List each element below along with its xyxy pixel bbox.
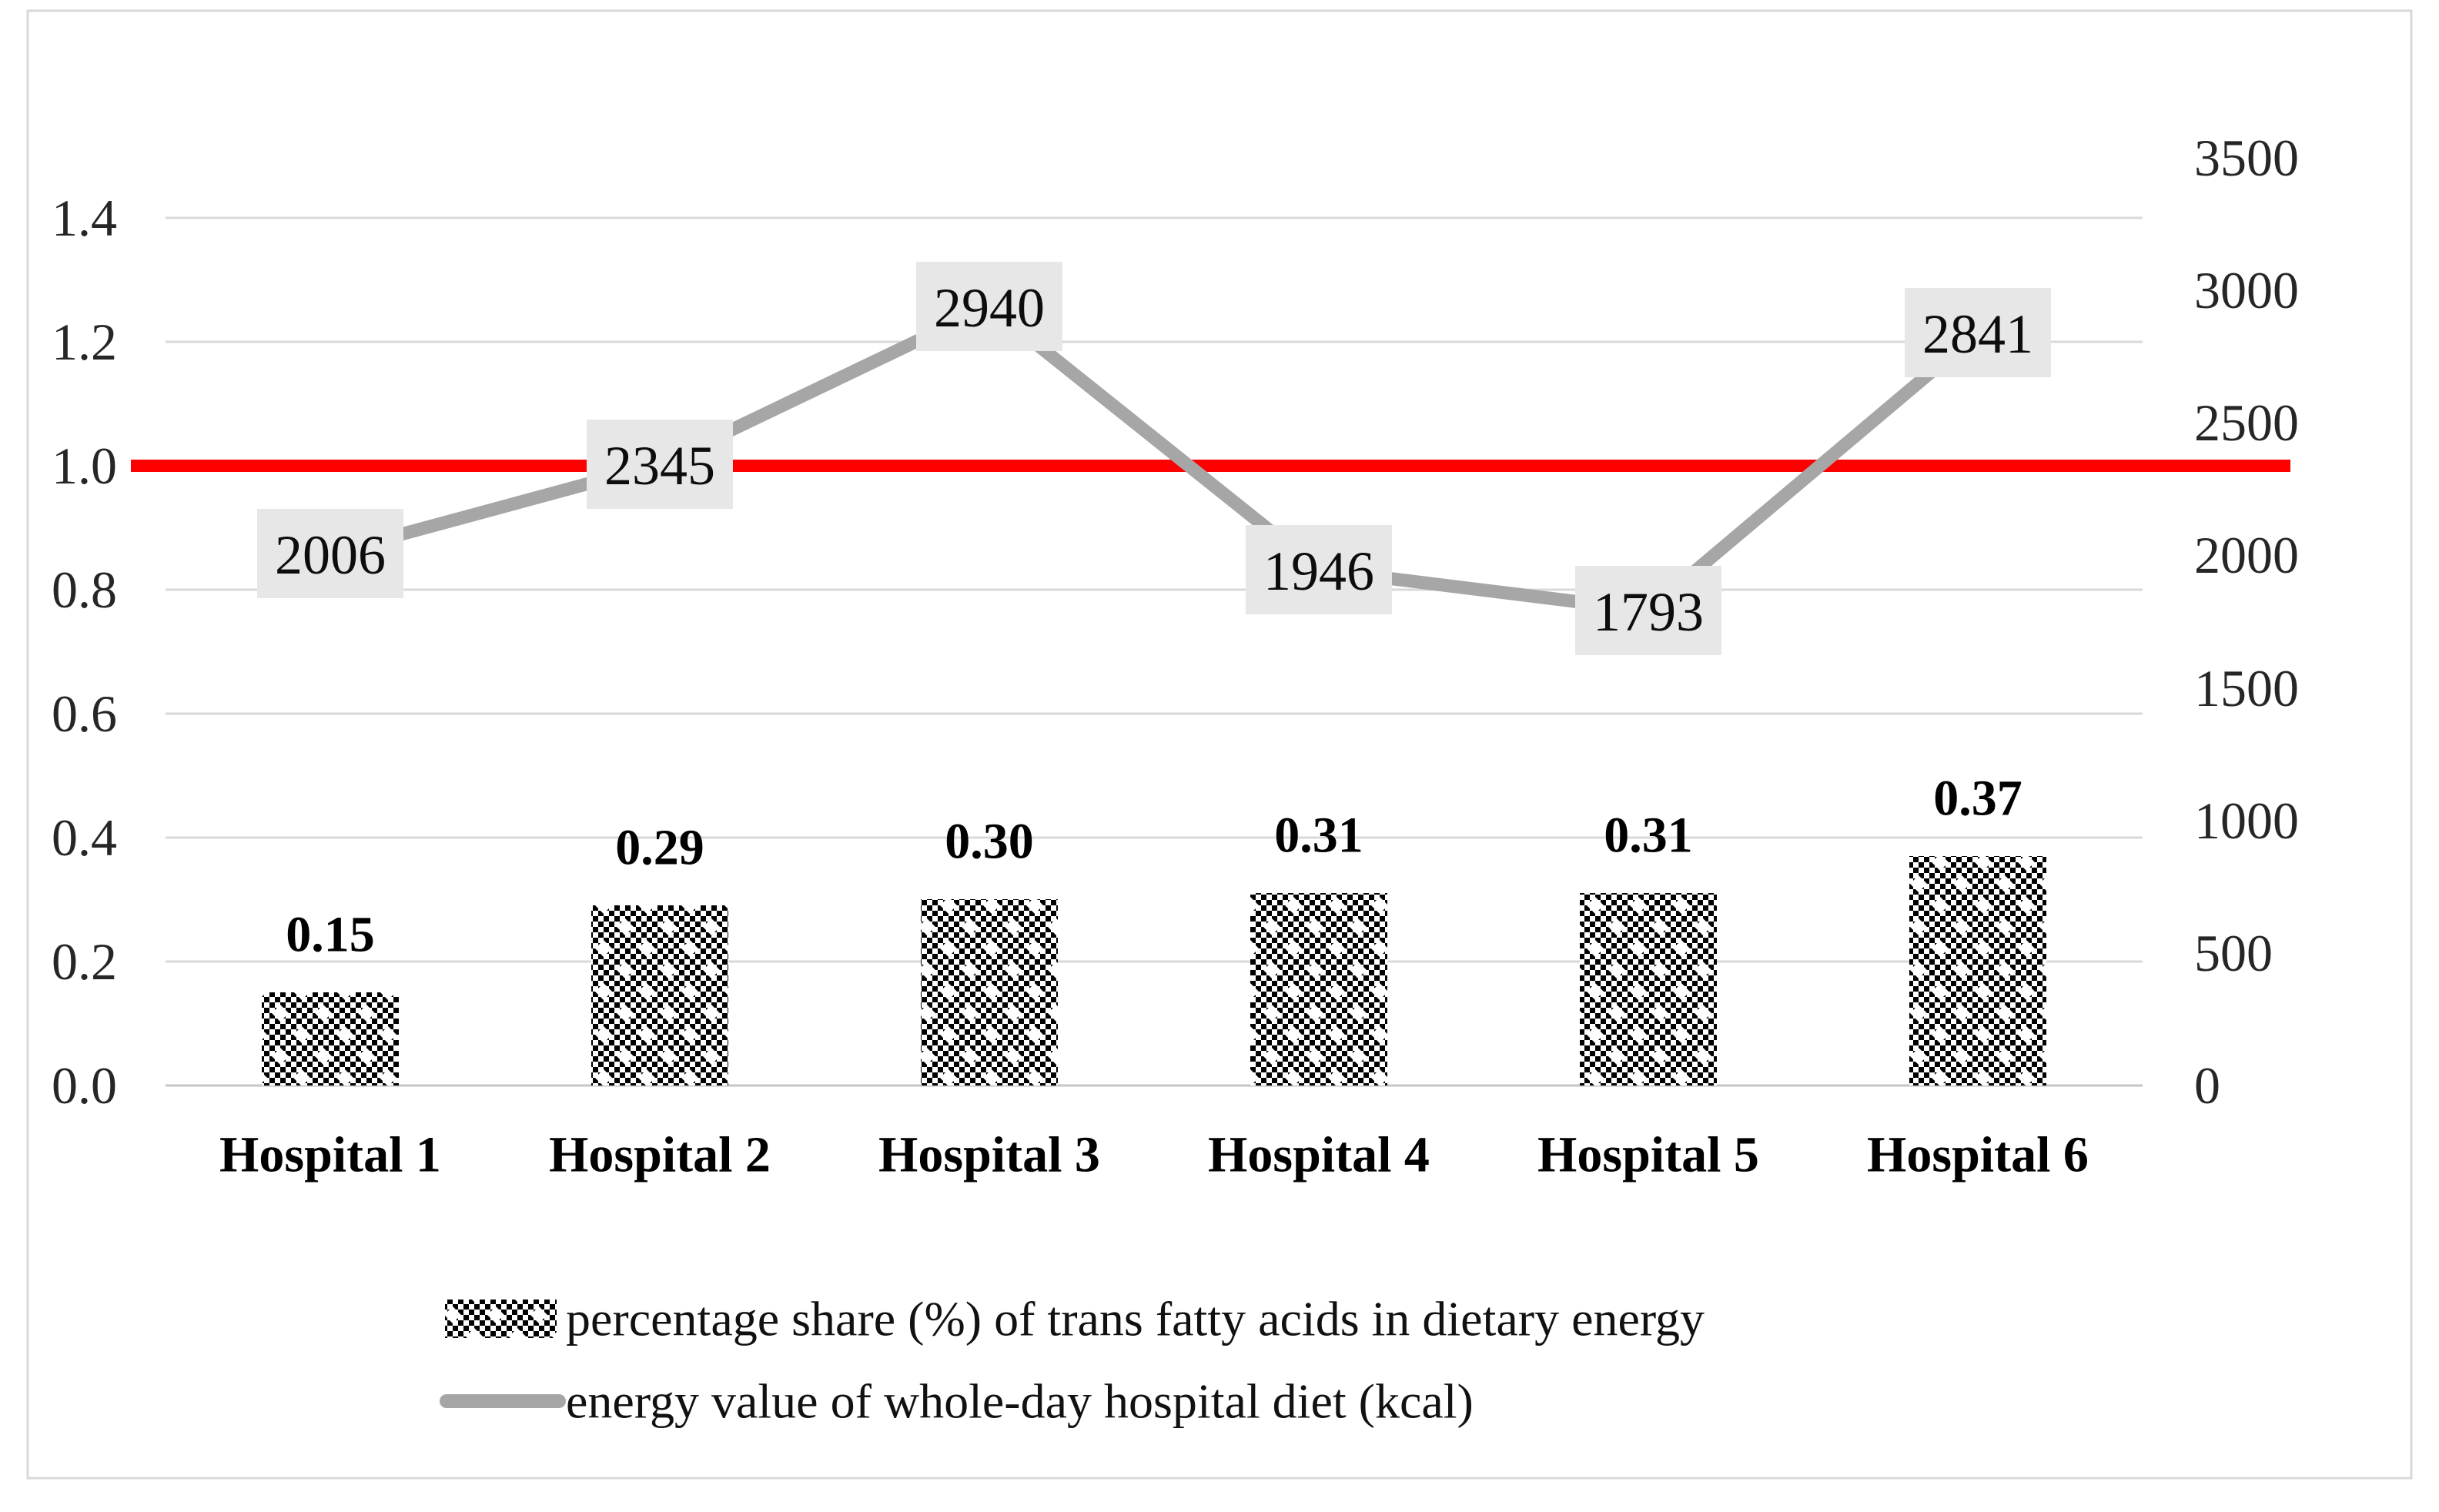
right-tick: 1500 <box>2194 659 2299 718</box>
right-tick: 2000 <box>2194 526 2299 584</box>
right-tick: 3000 <box>2194 261 2299 319</box>
left-tick: 0.6 <box>52 684 117 743</box>
legend-bar-swatch-icon <box>445 1300 557 1338</box>
bar-hospital-4 <box>1250 893 1387 1085</box>
bar-series <box>262 856 2046 1085</box>
left-tick: 1.0 <box>52 437 117 495</box>
legend-line-label: energy value of whole-day hospital diet … <box>566 1374 1474 1429</box>
data-label: 2940 <box>934 277 1045 339</box>
left-tick: 0.4 <box>52 808 117 867</box>
right-tick: 1000 <box>2194 791 2299 850</box>
bar-hospital-1 <box>262 992 399 1085</box>
right-tick: 2500 <box>2194 393 2299 452</box>
data-label-box <box>916 262 1062 351</box>
x-label-hospital-2: Hospital 2 <box>549 1127 771 1183</box>
x-label-hospital-3: Hospital 3 <box>878 1127 1100 1183</box>
data-label-box <box>1246 525 1392 614</box>
data-label: 1793 <box>1593 581 1704 643</box>
line-data-labels: 2006 2345 2940 1946 1793 2841 <box>257 262 2051 655</box>
x-label-hospital-1: Hospital 1 <box>219 1127 441 1183</box>
bar-hospital-2 <box>591 905 728 1085</box>
data-label: 2345 <box>604 435 715 497</box>
bar-value-labels: 0.15 0.29 0.30 0.31 0.31 0.37 <box>286 771 2022 963</box>
x-label-hospital-4: Hospital 4 <box>1208 1127 1430 1183</box>
left-tick: 0.2 <box>52 932 117 991</box>
left-tick: 1.2 <box>52 313 117 371</box>
legend: percentage share (%) of trans fatty acid… <box>440 1292 1705 1429</box>
figure-border <box>26 9 2413 1480</box>
bar-value-label: 0.31 <box>1274 808 1363 864</box>
left-axis: 0.0 0.2 0.4 0.6 0.8 1.0 1.2 1.4 <box>52 189 117 1115</box>
data-label-box <box>257 509 403 598</box>
left-tick: 1.4 <box>52 189 117 247</box>
x-axis-labels: Hospital 1 Hospital 2 Hospital 3 Hospita… <box>219 1127 2089 1183</box>
right-tick: 3500 <box>2194 129 2299 187</box>
data-label: 1946 <box>1263 540 1374 602</box>
data-label-box <box>587 420 733 509</box>
right-axis: 0 500 1000 1500 2000 2500 3000 3500 <box>2194 129 2299 1115</box>
left-tick: 0.8 <box>52 560 117 619</box>
bar-hospital-5 <box>1580 893 1717 1085</box>
x-label-hospital-5: Hospital 5 <box>1537 1127 1759 1183</box>
bar-value-label: 0.31 <box>1604 808 1693 864</box>
data-label-box <box>1905 288 2051 377</box>
left-tick: 0.0 <box>52 1056 117 1115</box>
data-label-box <box>1575 566 1721 655</box>
bar-value-label: 0.37 <box>1933 771 2022 827</box>
bar-hospital-3 <box>921 899 1058 1085</box>
legend-bar-label: percentage share (%) of trans fatty acid… <box>566 1292 1705 1346</box>
data-label: 2841 <box>1922 303 2033 365</box>
bar-value-label: 0.15 <box>286 907 375 963</box>
bar-value-label: 0.30 <box>945 814 1034 870</box>
x-label-hospital-6: Hospital 6 <box>1867 1127 2089 1183</box>
right-tick: 0 <box>2194 1056 2220 1115</box>
right-tick: 500 <box>2194 924 2273 982</box>
bar-value-label: 0.29 <box>615 820 704 876</box>
data-label: 2006 <box>275 524 386 586</box>
bar-hospital-6 <box>1909 856 2046 1085</box>
